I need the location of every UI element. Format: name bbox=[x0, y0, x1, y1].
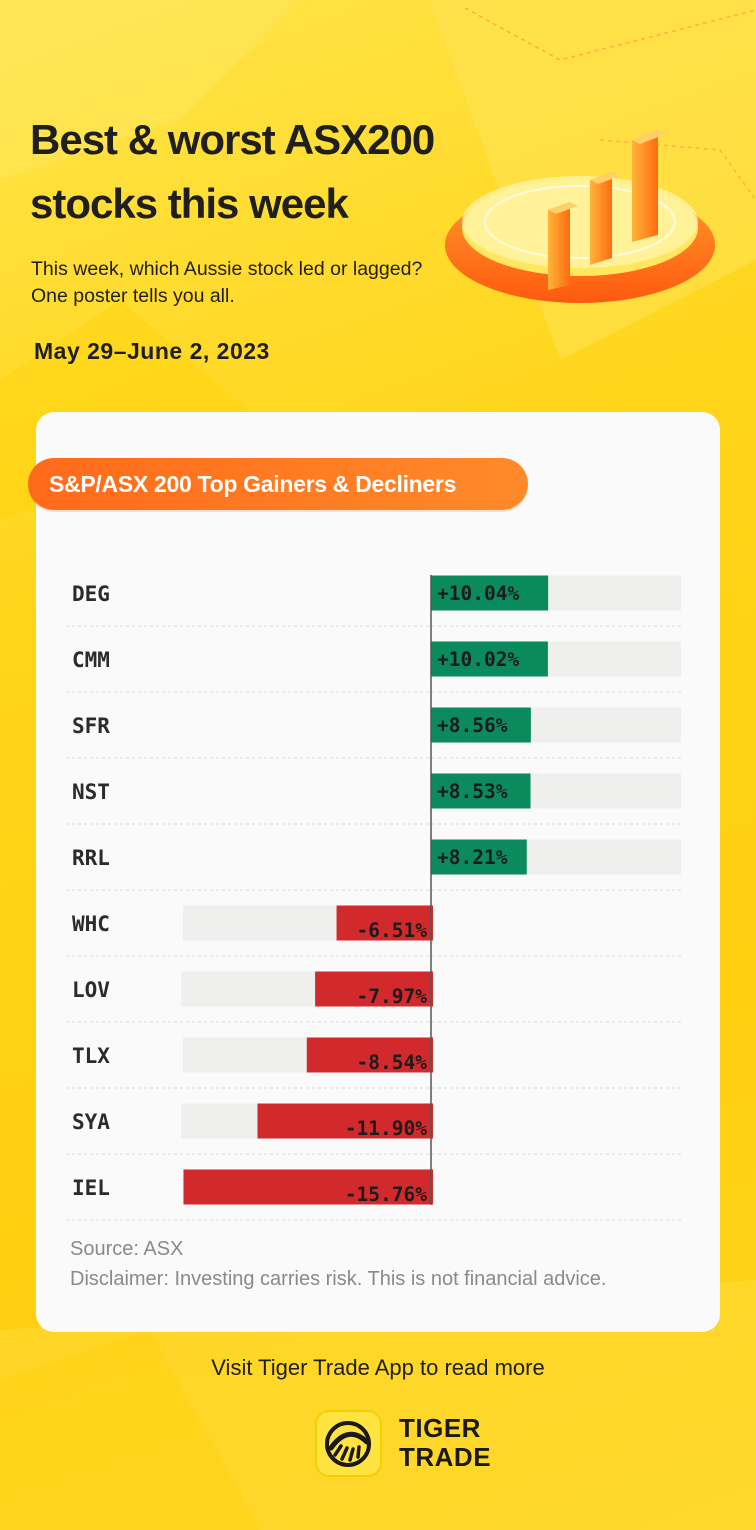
data-label: +8.53% bbox=[437, 780, 508, 803]
bar-sfr bbox=[431, 707, 531, 743]
tiger-claw-logo-icon bbox=[315, 1410, 382, 1477]
tick-label: RRL bbox=[72, 846, 110, 870]
tick-label: IEL bbox=[72, 1176, 110, 1200]
bar-nst bbox=[431, 773, 531, 809]
data-label: +10.04% bbox=[437, 582, 519, 605]
tick-label: WHC bbox=[72, 912, 110, 936]
data-label: -6.51% bbox=[357, 919, 428, 942]
page-title: Best & worst ASX200 stocks this week bbox=[30, 116, 435, 227]
page-subtitle: This week, which Aussie stock led or lag… bbox=[31, 258, 423, 307]
data-label: +8.56% bbox=[437, 714, 508, 737]
brand-name: TIGER TRADE bbox=[399, 1414, 491, 1472]
tick-label: SFR bbox=[72, 714, 110, 738]
bar-tlx bbox=[306, 1037, 433, 1073]
data-label: -15.76% bbox=[345, 1183, 427, 1206]
data-label: -11.90% bbox=[345, 1117, 427, 1140]
tick-label: CMM bbox=[72, 648, 110, 672]
bar-chart-podium-icon bbox=[440, 110, 730, 340]
disclaimer-note: Disclaimer: Investing carries risk. This… bbox=[70, 1268, 607, 1290]
bar-cmm bbox=[431, 641, 548, 677]
visit-app-text: Visit Tiger Trade App to read more bbox=[211, 1355, 545, 1380]
data-label: -7.97% bbox=[357, 985, 428, 1008]
tick-label: SYA bbox=[72, 1110, 110, 1134]
brand-line-1: TIGER bbox=[399, 1413, 481, 1443]
chart-title: S&P/ASX 200 Top Gainers & Decliners bbox=[28, 458, 528, 510]
data-label: +8.21% bbox=[437, 846, 508, 869]
bar-whc bbox=[336, 905, 433, 941]
bar-deg bbox=[431, 575, 549, 611]
tick-label: DEG bbox=[72, 582, 110, 606]
brand-logo[interactable]: TIGER TRADE bbox=[315, 1410, 515, 1480]
source-note: Source: ASX bbox=[70, 1238, 184, 1260]
tick-label: NST bbox=[72, 780, 110, 804]
bar-lov bbox=[315, 971, 433, 1007]
tick-label: TLX bbox=[72, 1044, 110, 1068]
bar-rrl bbox=[431, 839, 527, 875]
date-range: May 29–June 2, 2023 bbox=[34, 338, 270, 364]
data-label: -8.54% bbox=[357, 1051, 428, 1074]
data-label: +10.02% bbox=[437, 648, 519, 671]
tick-label: LOV bbox=[72, 978, 110, 1002]
bar-sya bbox=[257, 1103, 433, 1139]
bar-iel bbox=[183, 1169, 433, 1205]
brand-line-2: TRADE bbox=[399, 1442, 492, 1472]
